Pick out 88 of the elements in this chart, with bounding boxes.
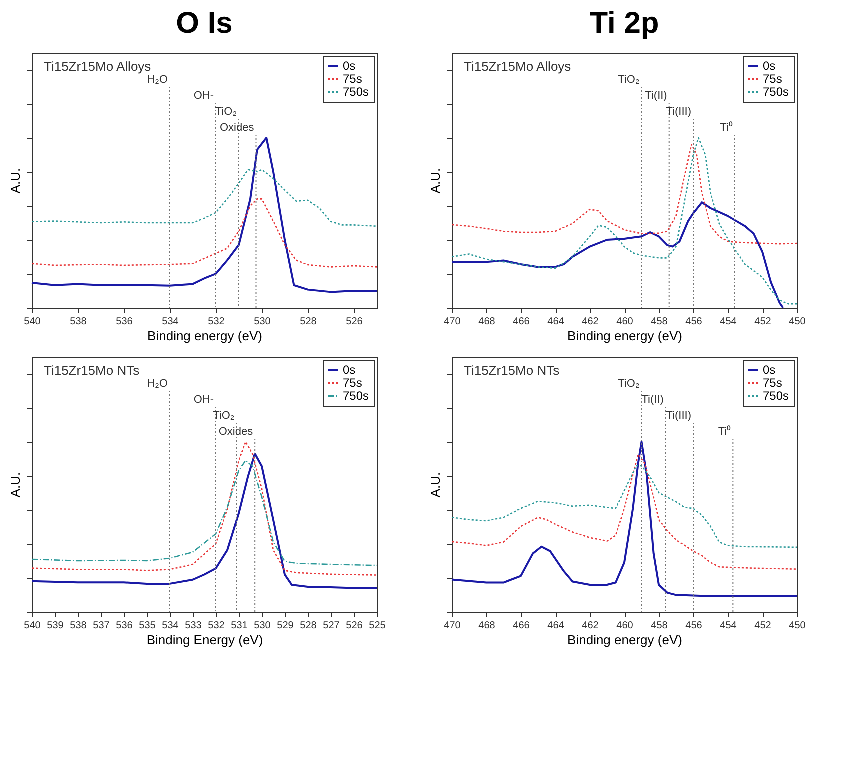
text: Ti15Zr15Mo Alloys (44, 59, 152, 74)
ref-line-label: Ti(III) (666, 106, 692, 118)
x-tick-label: 536 (116, 620, 134, 632)
x-tick-label: 538 (70, 620, 88, 632)
x-tick-label: 466 (513, 316, 530, 328)
x-tick-label: 528 (300, 620, 318, 632)
x-tick-label: 529 (277, 620, 294, 632)
x-tick-label: 464 (548, 316, 565, 328)
x-tick-label: 530 (254, 620, 272, 632)
x-tick-label: 528 (300, 316, 318, 328)
ref-line-label: H₂O (147, 378, 168, 390)
legend-label: 75s (343, 376, 362, 390)
x-axis-title: Binding Energy (eV) (146, 632, 264, 648)
legend-label: 75s (343, 72, 362, 86)
legend-label: 0s (763, 363, 776, 377)
x-tick-label: 454 (720, 620, 738, 632)
text: Ti15Zr15Mo NTs (44, 363, 140, 378)
x-tick-label: 526 (346, 620, 364, 632)
x-tick-label: 456 (686, 316, 703, 328)
text: Ti15Zr15Mo NTs (464, 363, 560, 378)
x-tick-label: 534 (162, 620, 180, 632)
y-axis-title: A.U. (428, 472, 443, 498)
x-tick-label: 468 (478, 316, 496, 328)
x-tick-label: 466 (513, 620, 530, 632)
x-tick-label: 452 (754, 620, 772, 632)
x-tick-label: 535 (139, 620, 156, 632)
legend-label: 750s (763, 85, 790, 99)
x-axis-title: Binding energy (eV) (148, 328, 262, 344)
x-tick-label: 540 (24, 316, 42, 328)
x-tick-label: 534 (162, 316, 180, 328)
x-tick-label: 532 (208, 316, 226, 328)
x-tick-label: 537 (93, 620, 110, 632)
legend-label: 750s (763, 389, 790, 403)
x-tick-label: 450 (789, 620, 806, 632)
x-tick-label: 536 (116, 316, 134, 328)
legend-label: 750s (343, 389, 370, 403)
ref-line-label: H₂O (147, 74, 168, 86)
x-tick-label: 454 (720, 316, 738, 328)
x-tick-label: 460 (616, 316, 634, 328)
y-axis-title: A.U. (8, 168, 23, 194)
x-tick-label: 530 (254, 316, 272, 328)
y-axis-title: A.U. (8, 472, 23, 498)
x-axis-title: Binding energy (eV) (568, 328, 682, 344)
x-tick-label: 539 (47, 620, 64, 632)
x-tick-label: 462 (582, 620, 600, 632)
x-tick-label: 470 (444, 620, 462, 632)
x-tick-label: 532 (208, 620, 226, 632)
x-tick-label: 450 (789, 316, 806, 328)
x-tick-label: 527 (323, 620, 340, 632)
ref-line-label: Oxides (218, 426, 254, 438)
ref-line-label: TiO₂ (618, 378, 640, 390)
ref-line-label: OH- (194, 394, 214, 406)
x-tick-label: 460 (616, 620, 634, 632)
chart-title: O Is (176, 7, 233, 40)
x-tick-label: 464 (548, 620, 565, 632)
x-tick-label: 533 (185, 620, 202, 632)
ref-line-label: TiO₂ (215, 106, 237, 118)
ref-line-label: Ti⁰ (718, 425, 732, 438)
x-axis-title: Binding energy (eV) (568, 632, 682, 648)
ref-line-label: TiO₂ (618, 74, 640, 86)
x-tick-label: 458 (651, 620, 668, 632)
legend-label: 0s (343, 363, 356, 377)
chart-title: Ti 2p (590, 7, 660, 40)
text: Ti15Zr15Mo Alloys (464, 59, 572, 74)
ref-line-label: Ti(II) (642, 394, 664, 406)
y-axis-title: A.U. (428, 168, 443, 194)
ref-line-label: Oxides (220, 122, 255, 134)
ref-line-label: OH- (194, 90, 214, 102)
ref-line-label: Ti⁰ (720, 121, 733, 134)
legend-label: 0s (343, 59, 356, 73)
x-tick-label: 526 (346, 316, 364, 328)
x-tick-label: 538 (70, 316, 88, 328)
x-tick-label: 525 (369, 620, 386, 632)
legend-label: 75s (763, 376, 782, 390)
x-tick-label: 456 (686, 620, 703, 632)
x-tick-label: 462 (582, 316, 600, 328)
ref-line-label: TiO₂ (213, 410, 235, 422)
legend-label: 75s (763, 72, 782, 86)
x-tick-label: 470 (444, 316, 462, 328)
x-tick-label: 468 (478, 620, 496, 632)
legend-label: 750s (343, 85, 370, 99)
x-tick-label: 531 (231, 620, 248, 632)
x-tick-label: 540 (24, 620, 42, 632)
ref-line-label: Ti(II) (645, 90, 668, 102)
legend-label: 0s (763, 59, 776, 73)
x-tick-label: 458 (651, 316, 668, 328)
x-tick-label: 452 (754, 316, 772, 328)
ref-line-label: Ti(III) (666, 410, 692, 422)
